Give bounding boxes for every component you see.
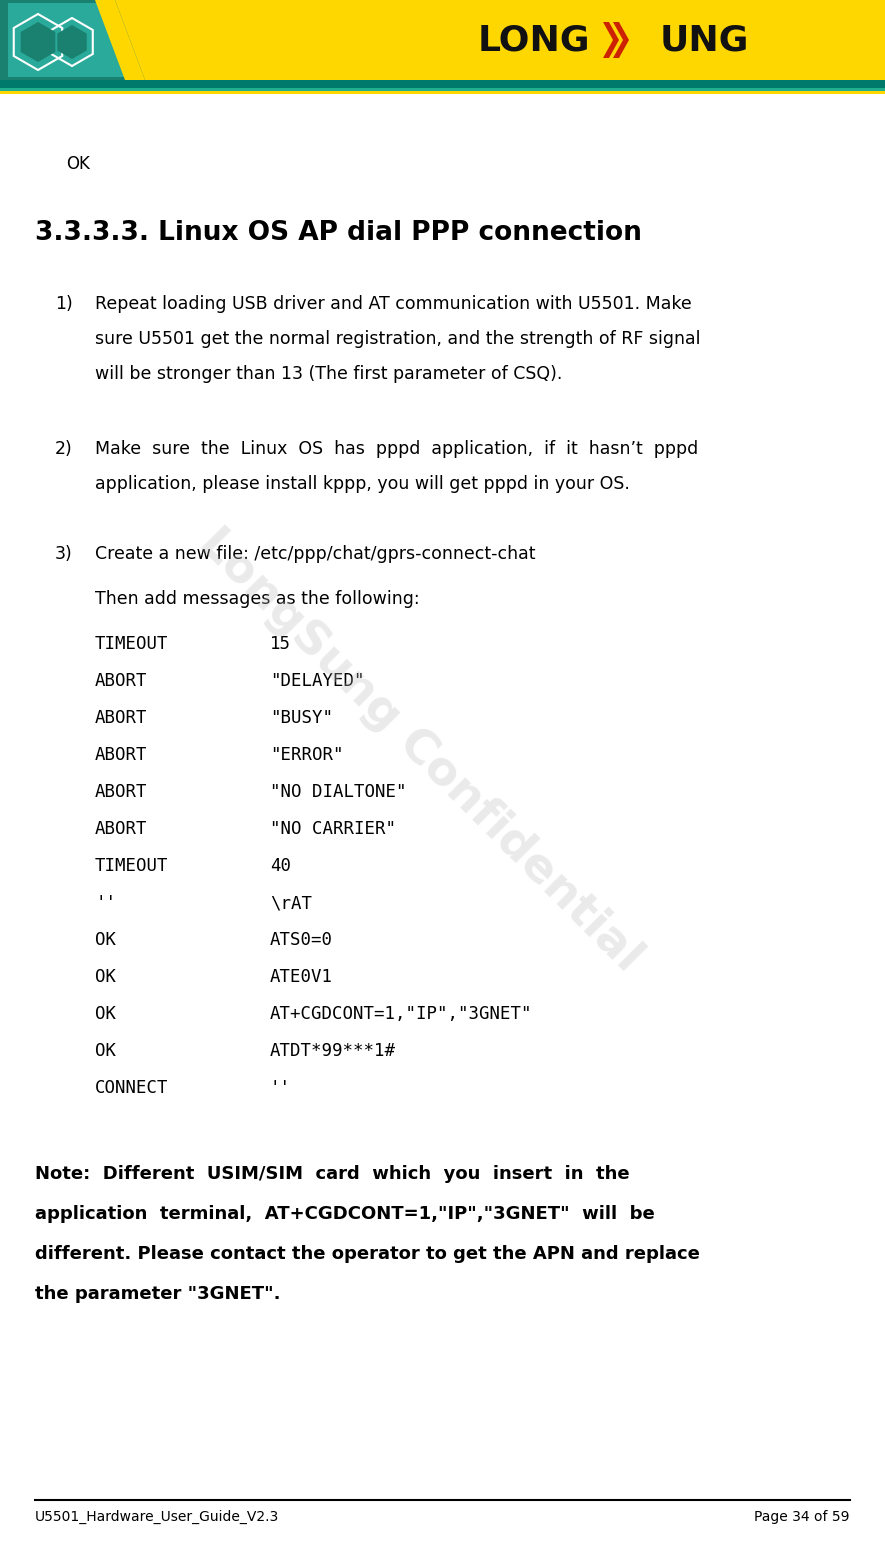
Text: Then add messages as the following:: Then add messages as the following: xyxy=(95,590,419,609)
Text: will be stronger than 13 (The first parameter of CSQ).: will be stronger than 13 (The first para… xyxy=(95,365,562,384)
Text: Make  sure  the  Linux  OS  has  pppd  application,  if  it  hasn’t  pppd: Make sure the Linux OS has pppd applicat… xyxy=(95,441,698,458)
Text: UNG: UNG xyxy=(660,23,750,57)
Polygon shape xyxy=(613,22,629,59)
Text: ABORT: ABORT xyxy=(95,709,148,727)
Text: ABORT: ABORT xyxy=(95,672,148,690)
Text: Page 34 of 59: Page 34 of 59 xyxy=(755,1510,850,1524)
Polygon shape xyxy=(20,22,56,62)
Text: OK: OK xyxy=(66,156,90,173)
Bar xyxy=(0,0,885,80)
Bar xyxy=(0,80,885,88)
Text: "BUSY": "BUSY" xyxy=(270,709,333,727)
Text: LongSung Confidential: LongSung Confidential xyxy=(189,519,650,980)
Text: TIMEOUT: TIMEOUT xyxy=(95,635,168,653)
Text: application  terminal,  AT+CGDCONT=1,"IP","3GNET"  will  be: application terminal, AT+CGDCONT=1,"IP",… xyxy=(35,1205,655,1224)
Text: OK: OK xyxy=(95,931,116,949)
Text: LONG: LONG xyxy=(478,23,590,57)
Text: OK: OK xyxy=(95,1005,116,1023)
Text: '': '' xyxy=(95,894,116,912)
Text: OK: OK xyxy=(95,1042,116,1060)
Text: "NO DIALTONE": "NO DIALTONE" xyxy=(270,783,406,801)
Polygon shape xyxy=(0,0,145,80)
Text: ABORT: ABORT xyxy=(95,783,148,801)
Text: 15: 15 xyxy=(270,635,291,653)
Text: ABORT: ABORT xyxy=(95,746,148,764)
Text: ABORT: ABORT xyxy=(95,820,148,838)
Polygon shape xyxy=(8,3,125,77)
Text: ATDT*99***1#: ATDT*99***1# xyxy=(270,1042,396,1060)
Polygon shape xyxy=(95,0,145,80)
Polygon shape xyxy=(58,25,87,59)
Text: ATS0=0: ATS0=0 xyxy=(270,931,333,949)
Text: '': '' xyxy=(270,1079,291,1097)
Text: "NO CARRIER": "NO CARRIER" xyxy=(270,820,396,838)
Text: Repeat loading USB driver and AT communication with U5501. Make: Repeat loading USB driver and AT communi… xyxy=(95,294,692,313)
Text: different. Please contact the operator to get the APN and replace: different. Please contact the operator t… xyxy=(35,1245,700,1264)
Text: "DELAYED": "DELAYED" xyxy=(270,672,365,690)
Text: \rAT: \rAT xyxy=(270,894,312,912)
Text: sure U5501 get the normal registration, and the strength of RF signal: sure U5501 get the normal registration, … xyxy=(95,330,701,348)
Text: OK: OK xyxy=(95,968,116,986)
Text: the parameter "3GNET".: the parameter "3GNET". xyxy=(35,1285,281,1304)
Text: TIMEOUT: TIMEOUT xyxy=(95,857,168,875)
Text: "ERROR": "ERROR" xyxy=(270,746,343,764)
Text: AT+CGDCONT=1,"IP","3GNET": AT+CGDCONT=1,"IP","3GNET" xyxy=(270,1005,533,1023)
Text: Note:  Different  USIM/SIM  card  which  you  insert  in  the: Note: Different USIM/SIM card which you … xyxy=(35,1165,629,1183)
Text: U5501_Hardware_User_Guide_V2.3: U5501_Hardware_User_Guide_V2.3 xyxy=(35,1510,280,1524)
Bar xyxy=(0,91,885,94)
Text: 1): 1) xyxy=(55,294,73,313)
Bar xyxy=(0,88,885,91)
Text: 40: 40 xyxy=(270,857,291,875)
Text: 3.3.3.3. Linux OS AP dial PPP connection: 3.3.3.3. Linux OS AP dial PPP connection xyxy=(35,220,642,247)
Polygon shape xyxy=(603,22,619,59)
Text: Create a new file: /etc/ppp/chat/gprs-connect-chat: Create a new file: /etc/ppp/chat/gprs-co… xyxy=(95,546,535,562)
Text: application, please install kppp, you will get pppd in your OS.: application, please install kppp, you wi… xyxy=(95,475,630,493)
Text: ATE0V1: ATE0V1 xyxy=(270,968,333,986)
Text: 3): 3) xyxy=(55,546,73,562)
Text: CONNECT: CONNECT xyxy=(95,1079,168,1097)
Text: 2): 2) xyxy=(55,441,73,458)
